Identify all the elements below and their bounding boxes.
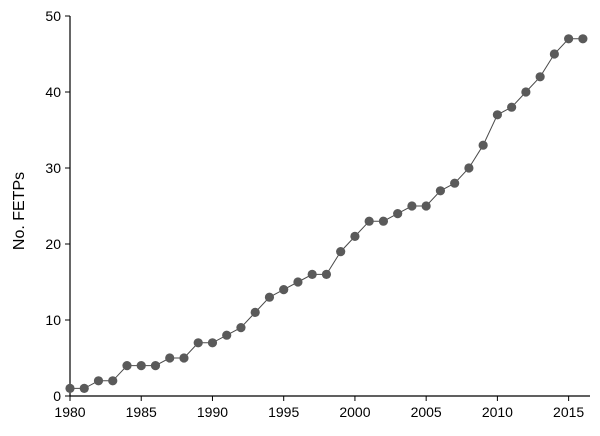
data-point: [136, 361, 146, 371]
data-point: [521, 87, 531, 97]
data-point: [150, 361, 161, 371]
data-point: [79, 383, 89, 393]
y-axis-label: No. FETPs: [11, 172, 28, 250]
y-tick-label: 10: [45, 312, 61, 328]
data-point: [478, 140, 488, 150]
data-point: [307, 269, 317, 279]
data-point: [165, 353, 175, 363]
series-points-group: [65, 34, 588, 393]
x-tick-label: 1985: [126, 404, 157, 420]
data-point: [435, 186, 446, 196]
y-tick-label: 50: [45, 8, 61, 24]
data-point: [264, 292, 275, 302]
x-tick-label: 2005: [411, 404, 442, 420]
data-point: [222, 330, 232, 340]
data-point: [65, 383, 75, 393]
x-tick-label: 1990: [197, 404, 228, 420]
data-point: [279, 285, 289, 295]
data-point: [393, 209, 403, 219]
y-tick-label: 0: [53, 388, 61, 404]
data-point: [364, 216, 374, 226]
data-point: [236, 323, 246, 333]
data-point: [507, 102, 517, 112]
y-tick-label: 20: [45, 236, 61, 252]
data-point: [564, 34, 574, 44]
series-line: [70, 38, 583, 389]
data-point: [407, 201, 417, 211]
data-point: [492, 110, 502, 120]
data-point: [421, 201, 431, 211]
data-point: [193, 338, 203, 348]
data-point: [179, 353, 189, 363]
x-tick-label: 1995: [268, 404, 299, 420]
data-point: [293, 277, 303, 287]
series-line-group: [70, 38, 583, 389]
data-point: [207, 338, 218, 348]
x-tick-label: 2015: [553, 404, 584, 420]
data-point: [250, 307, 260, 317]
y-axis-ticks: 0 10 20 30 40 50: [45, 8, 70, 404]
y-tick-label: 40: [45, 84, 61, 100]
data-point: [93, 376, 104, 386]
data-point: [450, 178, 460, 188]
data-point: [535, 72, 545, 82]
data-point: [336, 247, 346, 257]
data-point: [350, 231, 360, 241]
data-point: [549, 49, 559, 59]
axes: [69, 16, 590, 397]
y-tick-label: 30: [45, 160, 61, 176]
data-point: [578, 34, 588, 44]
data-point: [108, 376, 118, 386]
data-point: [464, 163, 474, 173]
x-tick-label: 1980: [54, 404, 85, 420]
x-axis-ticks: 1980 1985 1990 1995 2000 2005 2010 2015: [54, 396, 584, 420]
data-point: [122, 361, 132, 371]
data-point: [378, 216, 389, 226]
data-point: [321, 269, 332, 279]
x-tick-label: 2010: [482, 404, 513, 420]
x-tick-label: 2000: [339, 404, 370, 420]
